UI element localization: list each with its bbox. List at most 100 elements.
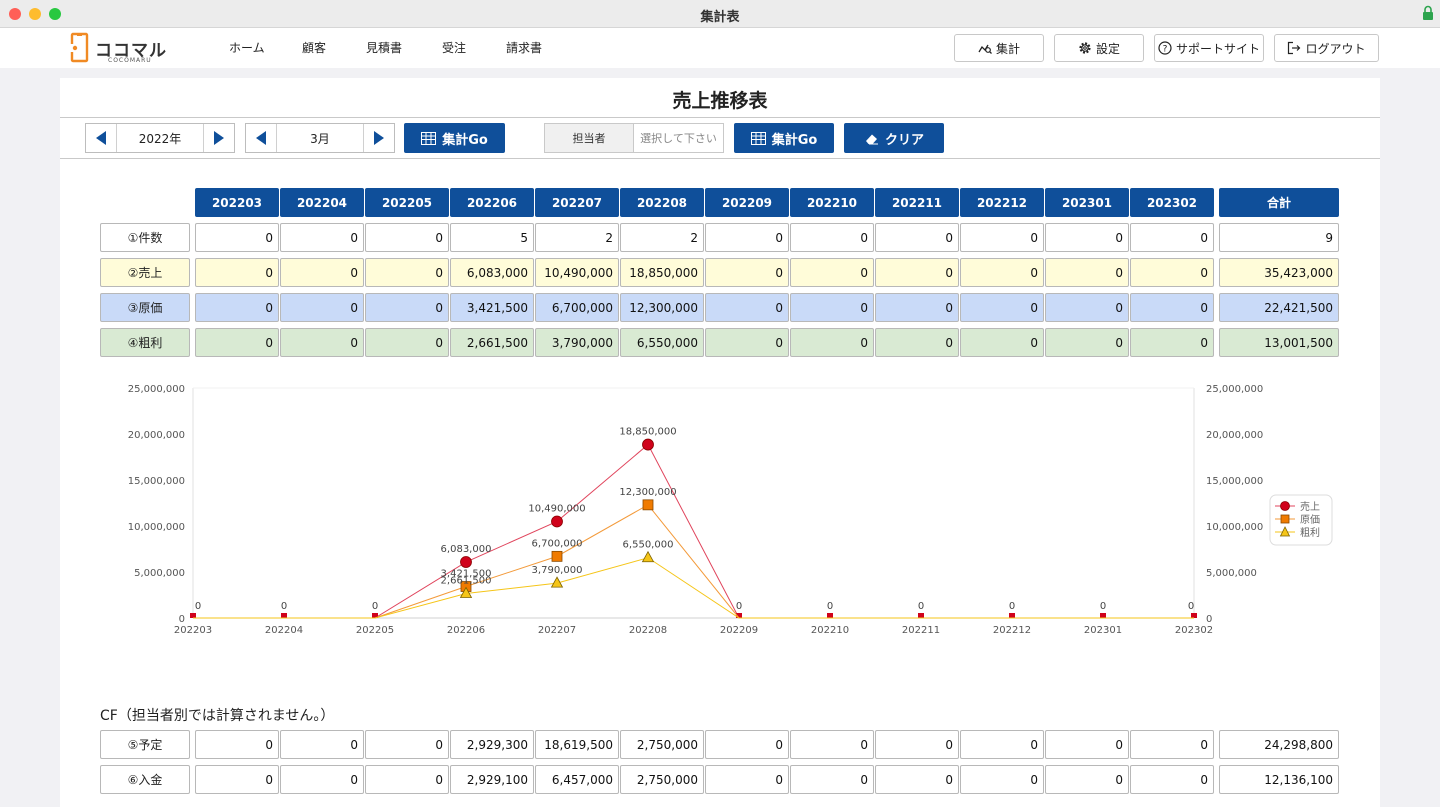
- cf-table-cell: 0: [1130, 765, 1214, 794]
- column-header: 202210: [790, 188, 874, 217]
- table-cell: 2: [620, 223, 704, 252]
- table-cell: 0: [280, 258, 364, 287]
- x-tick-label: 202302: [1175, 625, 1213, 636]
- row-label: ④粗利: [100, 328, 190, 357]
- cf-table-cell: 0: [195, 765, 279, 794]
- table-cell: 12,300,000: [620, 293, 704, 322]
- nav-orders[interactable]: 受注: [442, 41, 467, 55]
- support-site-button[interactable]: ? サポートサイト: [1154, 34, 1264, 62]
- y-tick-label-left: 5,000,000: [134, 568, 185, 579]
- cf-table-cell: 0: [875, 765, 959, 794]
- close-window-button[interactable]: [9, 8, 21, 20]
- table-cell: 0: [365, 328, 449, 357]
- table-cell: 0: [1130, 258, 1214, 287]
- data-label: 0: [372, 601, 378, 612]
- cf-table-cell: 0: [960, 765, 1044, 794]
- cf-table-cell: 2,750,000: [620, 730, 704, 759]
- app-header: ココマル COCOMARU ホーム 顧客 見積書 受注 請求書 集計 設定 ? …: [0, 28, 1440, 68]
- table-cell: 0: [280, 328, 364, 357]
- table-cell: 0: [790, 328, 874, 357]
- month-prev-button[interactable]: [246, 124, 276, 152]
- staff-select[interactable]: 担当者 選択して下さい: [544, 123, 724, 153]
- x-tick-label: 202209: [720, 625, 758, 636]
- table-cell: 6,700,000: [535, 293, 619, 322]
- clear-button[interactable]: クリア: [844, 123, 944, 153]
- cf-table-cell: 0: [705, 730, 789, 759]
- zero-point-marker: [736, 613, 742, 618]
- table-cell: 0: [705, 258, 789, 287]
- cf-table-cell: 0: [280, 765, 364, 794]
- table-cell: 0: [705, 328, 789, 357]
- table-cell: 6,083,000: [450, 258, 534, 287]
- summary-go-button[interactable]: 集計Go: [404, 123, 505, 153]
- settings-button[interactable]: 設定: [1054, 34, 1144, 62]
- row-label: ②売上: [100, 258, 190, 287]
- table-cell: 0: [960, 293, 1044, 322]
- year-value: 2022年: [116, 124, 204, 152]
- data-label: 0: [827, 601, 833, 612]
- logout-button-label: ログアウト: [1305, 41, 1366, 56]
- table-cell: 0: [195, 258, 279, 287]
- table-cell: 0: [365, 258, 449, 287]
- table-cell: 2,661,500: [450, 328, 534, 357]
- nav-invoices[interactable]: 請求書: [506, 41, 543, 55]
- logo-subtext: COCOMARU: [108, 57, 152, 64]
- logo-mark-icon: [69, 32, 89, 63]
- legend-label: 粗利: [1300, 527, 1320, 539]
- zoom-window-button[interactable]: [49, 8, 61, 20]
- nav-customers[interactable]: 顧客: [302, 41, 327, 55]
- data-label: 0: [195, 601, 201, 612]
- staff-select-value[interactable]: 選択して下さい: [634, 124, 723, 152]
- cf-table-cell: 0: [1130, 730, 1214, 759]
- data-point-marker: [459, 586, 473, 598]
- cf-table-cell: 0: [1045, 765, 1129, 794]
- month-next-button[interactable]: [364, 124, 394, 152]
- window-titlebar: 集計表: [0, 0, 1440, 28]
- table-cell: 0: [280, 293, 364, 322]
- eraser-icon: [865, 134, 878, 144]
- row-total: 35,423,000: [1219, 258, 1339, 287]
- arrow-right-icon: [374, 131, 384, 145]
- y-tick-label-right: 5,000,000: [1206, 568, 1257, 579]
- table-cell: 0: [365, 223, 449, 252]
- gear-icon: [1079, 42, 1091, 54]
- app-logo[interactable]: ココマル COCOMARU: [68, 32, 178, 66]
- column-header: 202208: [620, 188, 704, 217]
- cf-row-label: ⑤予定: [100, 730, 190, 759]
- y-tick-label-left: 25,000,000: [128, 384, 185, 395]
- cf-row-total: 12,136,100: [1219, 765, 1339, 794]
- data-label: 3,790,000: [532, 565, 583, 576]
- logout-button[interactable]: ログアウト: [1274, 34, 1379, 62]
- nav-quotes[interactable]: 見積書: [366, 41, 403, 55]
- minimize-window-button[interactable]: [29, 8, 41, 20]
- lock-icon: [1423, 5, 1433, 20]
- data-label: 3,421,500: [441, 569, 492, 580]
- svg-text:?: ?: [1163, 45, 1168, 55]
- data-point-marker: [460, 556, 472, 568]
- year-next-button[interactable]: [204, 124, 234, 152]
- row-total: 9: [1219, 223, 1339, 252]
- cf-row-total: 24,298,800: [1219, 730, 1339, 759]
- table-cell: 0: [280, 223, 364, 252]
- column-header: 202203: [195, 188, 279, 217]
- zero-point-marker: [1191, 613, 1197, 618]
- staff-summary-go-button[interactable]: 集計Go: [734, 123, 834, 153]
- data-label: 0: [736, 601, 742, 612]
- year-prev-button[interactable]: [86, 124, 116, 152]
- summary-button[interactable]: 集計: [954, 34, 1044, 62]
- cf-table-cell: 0: [875, 730, 959, 759]
- x-tick-label: 202205: [356, 625, 394, 636]
- cf-table-cell: 0: [960, 730, 1044, 759]
- column-header: 202212: [960, 188, 1044, 217]
- y-tick-label-right: 0: [1206, 614, 1212, 625]
- zero-point-marker: [190, 613, 196, 618]
- column-header: 202211: [875, 188, 959, 217]
- table-cell: 0: [195, 328, 279, 357]
- x-tick-label: 202301: [1084, 625, 1122, 636]
- table-cell: 0: [1045, 328, 1129, 357]
- cf-table-cell: 0: [195, 730, 279, 759]
- title-divider: [60, 117, 1380, 118]
- x-tick-label: 202211: [902, 625, 940, 636]
- nav-home[interactable]: ホーム: [229, 41, 265, 55]
